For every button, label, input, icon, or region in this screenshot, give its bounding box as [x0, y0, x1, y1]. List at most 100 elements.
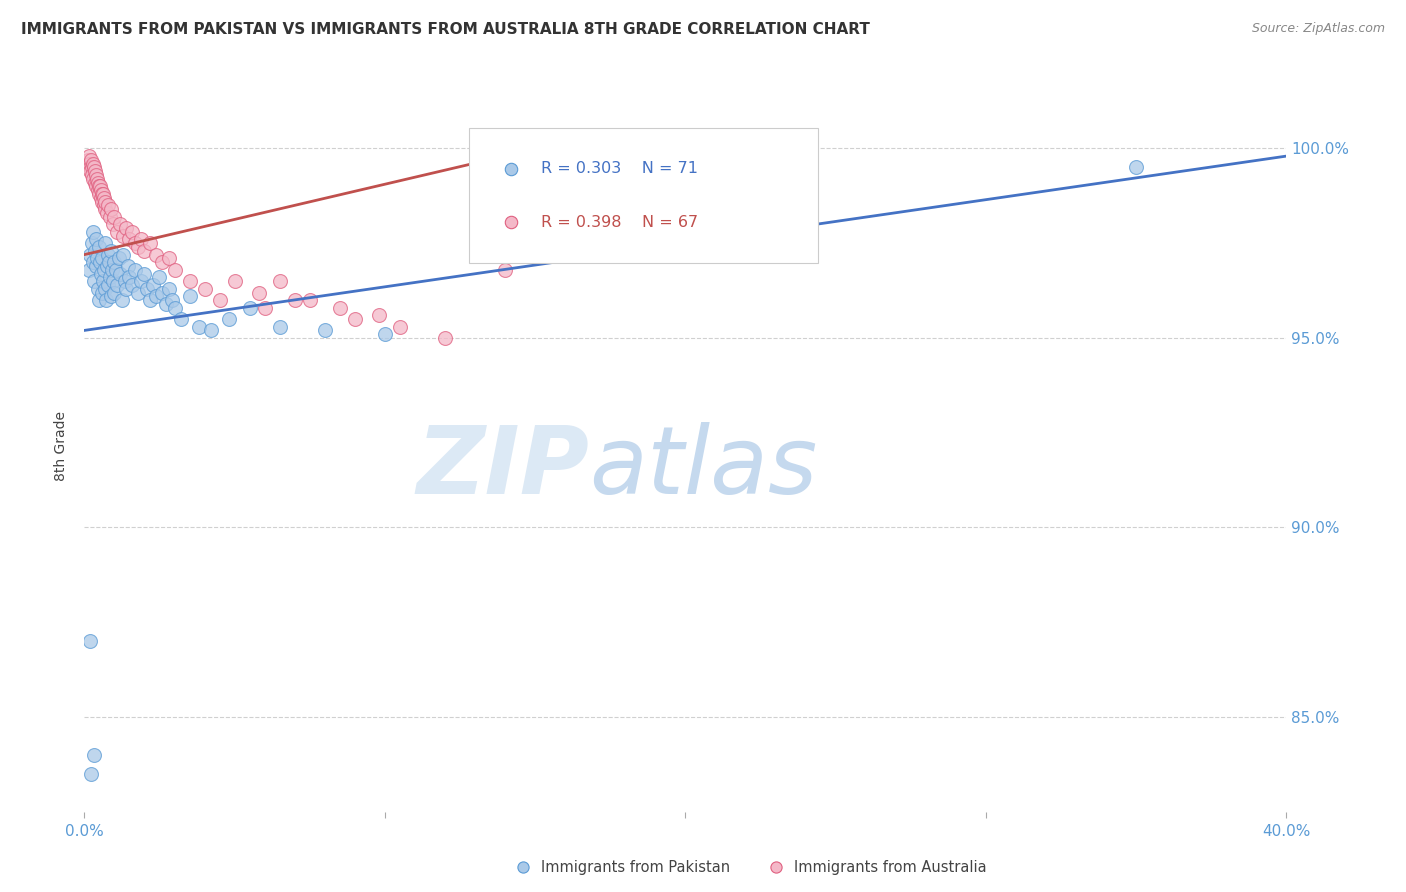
Point	[82, 168, 104, 182]
Point	[269, 274, 291, 288]
Point	[145, 247, 167, 261]
Point	[134, 244, 156, 258]
Point	[97, 247, 120, 261]
Point	[100, 202, 122, 216]
Point	[90, 191, 112, 205]
Point	[269, 319, 291, 334]
Point	[115, 221, 138, 235]
Point	[107, 225, 129, 239]
Point	[239, 301, 262, 315]
Text: ZIP: ZIP	[416, 422, 589, 514]
Point	[127, 285, 149, 300]
Point	[82, 156, 104, 170]
Point	[93, 198, 115, 212]
Point	[94, 293, 117, 307]
Point	[103, 285, 125, 300]
Point	[80, 767, 103, 781]
Point	[94, 202, 117, 216]
Point	[224, 274, 246, 288]
Text: IMMIGRANTS FROM PAKISTAN VS IMMIGRANTS FROM AUSTRALIA 8TH GRADE CORRELATION CHAR: IMMIGRANTS FROM PAKISTAN VS IMMIGRANTS F…	[21, 22, 870, 37]
Point	[89, 179, 111, 194]
Point	[82, 255, 104, 269]
Point	[169, 312, 191, 326]
Point	[97, 277, 120, 292]
Point	[284, 293, 307, 307]
Point	[367, 308, 389, 322]
Point	[179, 289, 201, 303]
Point	[131, 232, 153, 246]
Point	[253, 301, 276, 315]
Point	[388, 319, 411, 334]
Point	[104, 262, 127, 277]
Point	[90, 267, 112, 281]
Point	[148, 270, 170, 285]
Point	[343, 312, 366, 326]
Point	[157, 282, 180, 296]
Point	[86, 232, 108, 246]
Point	[97, 198, 120, 212]
Point	[163, 262, 186, 277]
Point	[100, 289, 122, 303]
Point	[93, 191, 115, 205]
Point	[98, 210, 121, 224]
Point	[83, 244, 105, 258]
Point	[94, 282, 117, 296]
Point	[134, 267, 156, 281]
Point	[200, 323, 222, 337]
Point	[94, 194, 117, 209]
Point	[77, 262, 100, 277]
Point	[136, 282, 159, 296]
Point	[86, 183, 108, 197]
Point	[80, 153, 103, 167]
Point	[87, 179, 110, 194]
Point	[114, 274, 136, 288]
Point	[139, 236, 162, 251]
Point	[77, 153, 100, 167]
Point	[83, 161, 105, 175]
Point	[94, 236, 117, 251]
Point	[434, 331, 457, 345]
Point	[112, 228, 135, 243]
Point	[83, 274, 105, 288]
Point	[84, 176, 107, 190]
Point	[84, 259, 107, 273]
Point	[118, 232, 141, 246]
Point	[298, 293, 321, 307]
Point	[111, 293, 134, 307]
Point	[127, 240, 149, 254]
Point	[101, 274, 124, 288]
Point	[90, 183, 112, 197]
Point	[145, 289, 167, 303]
Point	[90, 285, 112, 300]
Point	[91, 274, 114, 288]
Y-axis label: 8th Grade: 8th Grade	[55, 411, 69, 481]
Point	[142, 277, 165, 292]
Point	[110, 267, 132, 281]
Point	[118, 270, 141, 285]
Point	[160, 293, 183, 307]
Point	[112, 247, 135, 261]
Point	[77, 149, 100, 163]
Point	[218, 312, 240, 326]
Text: atlas: atlas	[589, 423, 817, 514]
Point	[83, 164, 105, 178]
Point	[87, 176, 110, 190]
Point	[87, 282, 110, 296]
Point	[314, 323, 336, 337]
Point	[103, 210, 125, 224]
Point	[83, 747, 105, 762]
Text: R = 0.398    N = 67: R = 0.398 N = 67	[541, 215, 699, 229]
Point	[96, 259, 118, 273]
Point	[765, 860, 787, 874]
Point	[89, 186, 111, 201]
Text: Immigrants from Pakistan: Immigrants from Pakistan	[541, 860, 731, 874]
Point	[115, 282, 138, 296]
Point	[139, 293, 162, 307]
Point	[89, 293, 111, 307]
FancyBboxPatch shape	[470, 128, 818, 263]
Point	[107, 277, 129, 292]
Point	[155, 297, 177, 311]
Point	[103, 255, 125, 269]
Point	[89, 255, 111, 269]
Point	[91, 186, 114, 201]
